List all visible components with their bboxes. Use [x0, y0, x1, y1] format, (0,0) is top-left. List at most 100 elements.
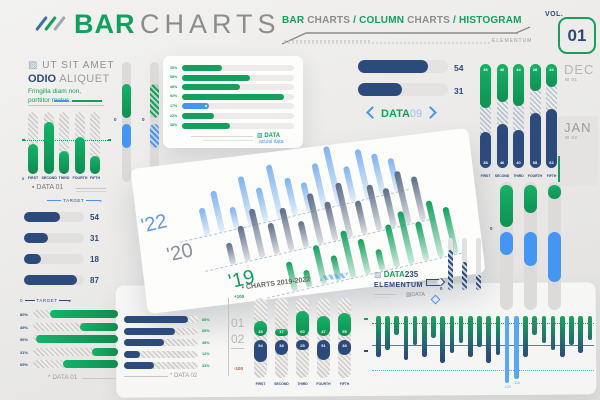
- hist-bar: [504, 316, 510, 383]
- bar: [24, 233, 49, 243]
- chart-subtitle: ELEMENTUM: [374, 279, 441, 289]
- target-label: TARGET ▸: [40, 198, 110, 204]
- column: [375, 248, 386, 272]
- row-pct-label: 22%: [170, 113, 178, 118]
- pill-top: [546, 64, 557, 87]
- column: [285, 261, 299, 292]
- pill-navy: [254, 340, 267, 362]
- chart-caption: ▨ DATA: [257, 133, 281, 139]
- hist-bar: [514, 316, 519, 379]
- hist-bar: [587, 316, 593, 340]
- pill-bottom-value: 38: [483, 160, 488, 165]
- target-line: [24, 139, 108, 141]
- pill-bottom-value: 58: [532, 160, 538, 165]
- year-label: '22: [138, 210, 170, 238]
- pill-top-value: 28: [532, 67, 538, 72]
- header-subtitle-word: /: [452, 15, 459, 26]
- header: BAR CHARTS BAR CHARTS / COLUMN CHARTS / …: [0, 0, 600, 56]
- bar: [182, 65, 222, 71]
- bar-notch: [205, 105, 207, 108]
- category-label: SECOND: [494, 174, 510, 178]
- chart-mini-hatch: 0: [430, 238, 486, 305]
- pill-green-value: 60: [300, 329, 305, 334]
- category-label: FIFTH: [546, 174, 557, 178]
- row-pct-label: 33%: [202, 363, 210, 368]
- decor-line-green: [72, 100, 102, 102]
- intro-line2-light: ALIQUET: [59, 73, 110, 85]
- pill-green: [338, 312, 351, 336]
- bar: [62, 360, 118, 368]
- value-label: 54: [90, 213, 99, 222]
- chart-right-pills: 0: [490, 182, 570, 312]
- hist-bar: [560, 316, 565, 357]
- bar: [50, 310, 118, 318]
- axis-top-label: +100: [234, 294, 245, 299]
- axis-bottom-label: -100: [234, 366, 244, 371]
- week-label: W 01: [565, 77, 578, 82]
- category-label: FOURTH: [527, 174, 543, 178]
- mini-fill: [462, 262, 467, 290]
- pill-bottom: [513, 130, 524, 168]
- pill-top: [496, 64, 508, 102]
- week-label: W 02: [565, 135, 578, 140]
- page-title: BAR CHARTS: [74, 9, 280, 40]
- top-dotted-line: [372, 323, 594, 324]
- zero-label: 0: [142, 117, 145, 122]
- row-pct-label: 58%: [170, 75, 178, 80]
- bar-track: [33, 322, 118, 331]
- pill-navy: [338, 340, 351, 356]
- category-label: SECOND: [274, 382, 289, 386]
- row-pct-label: 31%: [20, 349, 29, 355]
- mini-fill: [448, 250, 453, 290]
- pill-bottom: [480, 131, 491, 168]
- header-subtitle: BAR CHARTS / COLUMN CHARTS / HISTOGRAM: [282, 15, 521, 26]
- caption-underline: [82, 378, 116, 379]
- pill-navy-value: 38: [342, 343, 347, 348]
- pill-top-value: 24: [549, 67, 554, 72]
- hist-bar: [394, 316, 399, 335]
- chart-data09: 54 31 DATA09: [356, 60, 474, 128]
- chart-label: DATA09: [366, 106, 438, 120]
- header-subtitle-word: BAR: [282, 15, 305, 26]
- hist-bar: [578, 316, 583, 353]
- bar: [74, 136, 85, 174]
- pill-navy-value: 51: [321, 343, 326, 348]
- pill-track: [150, 62, 159, 182]
- legend-01: 01: [231, 316, 245, 330]
- category-label: FIRST: [27, 176, 39, 180]
- chart-caption: * DATA 02: [170, 373, 198, 379]
- column: [339, 230, 357, 279]
- intro-line2-bold: ODIO: [28, 73, 57, 85]
- chart-title: ▨ DATA235: [374, 270, 419, 279]
- row-pct-label: 45%: [20, 324, 29, 330]
- pill-up: [548, 185, 561, 199]
- caption-hairline: [374, 297, 390, 298]
- chart-actual-data-card: 30% 58% 48% 92% 17% 22% 38% ▨ DATA actual data: [163, 56, 303, 148]
- bar-track: [24, 254, 84, 264]
- pill-up: [500, 185, 513, 227]
- chart-navy-target-bars: TARGET ▸ 54 31 18 87: [22, 198, 118, 292]
- column: [225, 242, 237, 266]
- hist-bar: [477, 316, 482, 347]
- value-label: 54: [454, 63, 464, 73]
- category-label: FOURTH: [72, 176, 88, 180]
- pill-green: [254, 321, 267, 336]
- pill-green-value: 55: [342, 329, 347, 334]
- accent-line: [558, 156, 560, 182]
- hist-bar: [403, 316, 409, 360]
- pill-navy: [275, 340, 288, 356]
- pill-green-value: 47: [321, 329, 326, 334]
- pill-down: [150, 124, 159, 148]
- pill-bottom-value: 40: [516, 160, 521, 165]
- bar: [358, 83, 402, 96]
- category-label: SECOND: [41, 176, 57, 180]
- title-charts: CHARTS: [139, 9, 281, 39]
- bar: [124, 327, 175, 335]
- pill-top-value: 44: [516, 67, 521, 72]
- month-label: JAN: [564, 120, 592, 135]
- bar: [358, 60, 429, 73]
- hist-bar: [422, 316, 427, 357]
- hist-bar: [458, 316, 464, 343]
- hist-bar: [449, 316, 455, 353]
